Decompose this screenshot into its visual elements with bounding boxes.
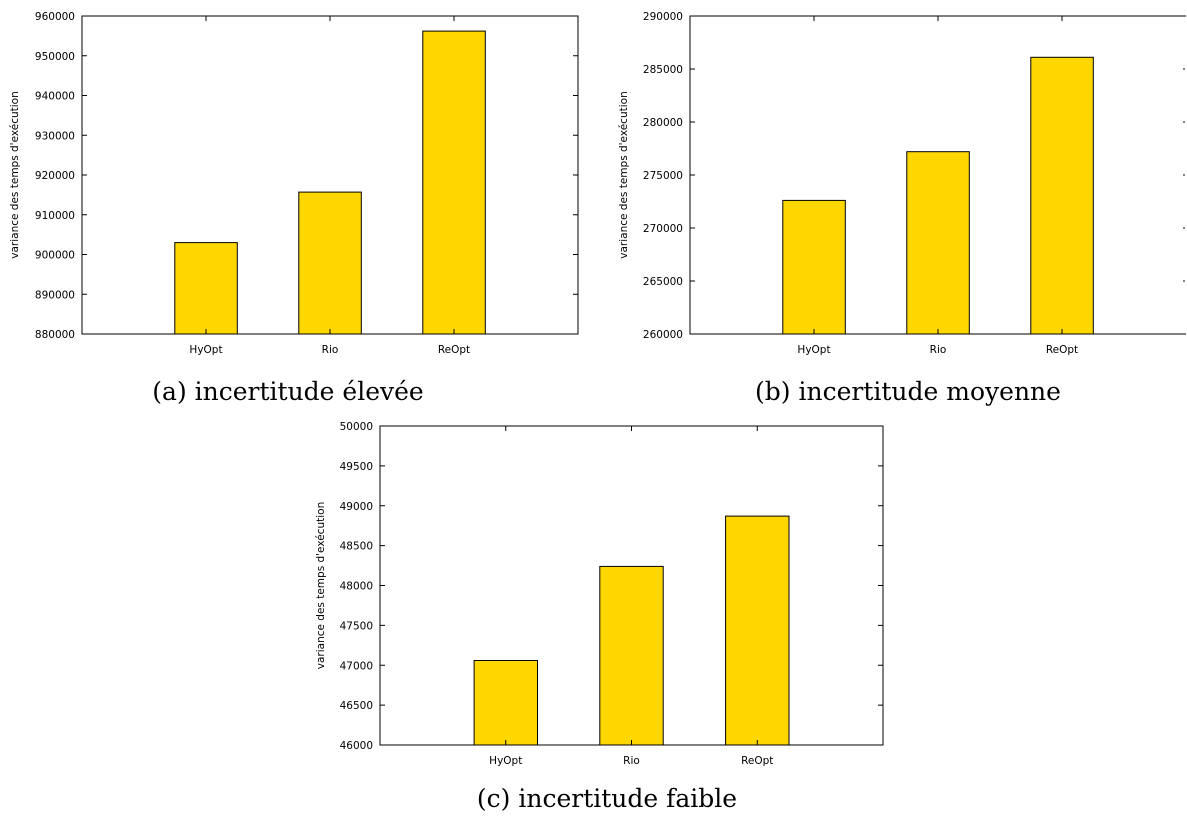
y-tick-label-b: 285000	[643, 64, 683, 76]
y-tick-label-b: 290000	[643, 11, 683, 23]
y-tick-label-a: 890000	[35, 289, 75, 301]
chart-c: HyOpt Rio ReOpt 46000 46500 47000 47500 48000 48…	[315, 421, 884, 767]
y-tick-label-c: 46500	[340, 700, 373, 712]
y-tick-label-b: 265000	[643, 276, 683, 288]
x-tick-label-a-hyopt: HyOpt	[189, 344, 222, 356]
y-tick-label-b: 275000	[643, 170, 683, 182]
y-tick-label-c: 47000	[340, 660, 373, 672]
x-tick-label-c-reopt: ReOpt	[741, 755, 773, 767]
chart-a: HyOpt Rio ReOpt 880000 890000 900000 910000 920…	[9, 11, 579, 356]
y-tick-label-a: 900000	[35, 250, 75, 262]
plot-frame-b	[689, 15, 1186, 335]
x-tick-label-a-rio: Rio	[322, 344, 339, 356]
bar-a-rio	[298, 191, 362, 335]
y-tick-label-c: 48000	[340, 581, 373, 593]
y-tick-label-a: 940000	[35, 91, 75, 103]
y-tick-label-c: 49500	[340, 461, 373, 473]
y-tick-label-c: 50000	[340, 421, 373, 433]
chart-b: HyOpt Rio ReOpt 260000 265000 270000 275000 280…	[618, 11, 1186, 356]
y-tick-label-a: 920000	[35, 170, 75, 182]
y-axis-label-a: variance des temps d'exécution	[9, 91, 21, 258]
y-axis-label-c: variance des temps d'exécution	[315, 502, 327, 669]
plot-frame-a	[81, 15, 579, 335]
y-tick-label-b: 270000	[643, 223, 683, 235]
x-tick-label-b-hyopt: HyOpt	[797, 344, 830, 356]
x-tick-label-b-reopt: ReOpt	[1046, 344, 1078, 356]
y-tick-label-c: 49000	[340, 501, 373, 513]
caption-a: (a) incertitude élevée	[152, 377, 423, 406]
bar-a-reopt	[422, 30, 486, 335]
bar-b-hyopt	[782, 199, 846, 335]
bar-a-hyopt	[174, 242, 238, 335]
y-tick-label-a: 910000	[35, 210, 75, 222]
y-tick-label-a: 960000	[35, 11, 75, 23]
x-tick-label-c-rio: Rio	[623, 755, 640, 767]
x-tick-label-a-reopt: ReOpt	[438, 344, 470, 356]
x-tick-label-b-rio: Rio	[930, 344, 947, 356]
bar-c-hyopt	[473, 660, 539, 746]
bar-c-rio	[599, 565, 664, 746]
y-tick-label-c: 46000	[340, 740, 373, 752]
y-tick-label-c: 47500	[340, 620, 373, 632]
bar-c-reopt	[725, 515, 790, 746]
y-tick-label-a: 930000	[35, 130, 75, 142]
y-tick-label-c: 48500	[340, 541, 373, 553]
y-tick-label-a: 950000	[35, 51, 75, 63]
plot-frame-c	[379, 425, 884, 746]
x-tick-label-c-hyopt: HyOpt	[489, 755, 522, 767]
y-tick-label-b: 280000	[643, 117, 683, 129]
y-axis-label-b: variance des temps d'exécution	[618, 91, 630, 258]
y-tick-label-a: 880000	[35, 329, 75, 341]
bar-b-reopt	[1030, 56, 1094, 335]
y-tick-label-b: 260000	[643, 329, 683, 341]
caption-b: (b) incertitude moyenne	[755, 377, 1061, 406]
caption-c: (c) incertitude faible	[477, 784, 737, 813]
bar-b-rio	[906, 151, 970, 335]
